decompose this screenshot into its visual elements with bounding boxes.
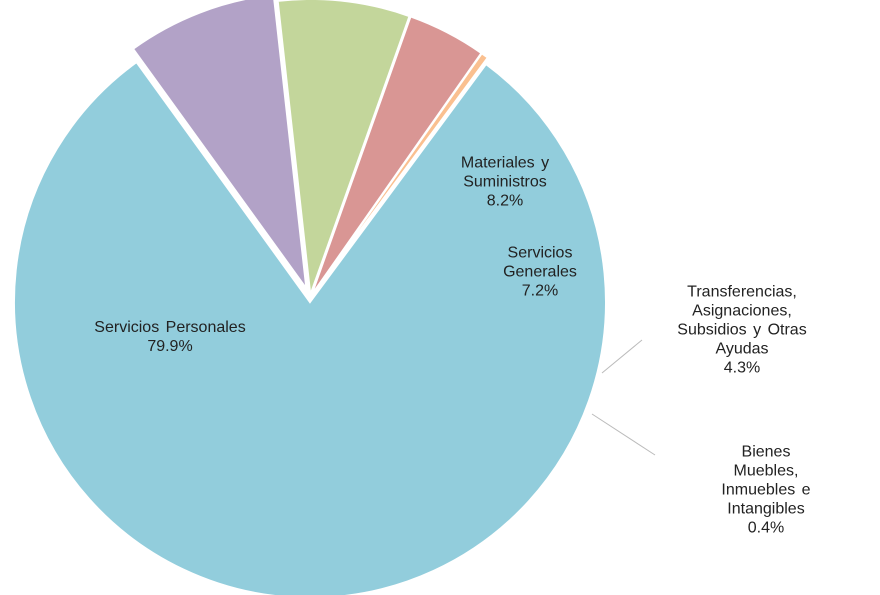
- category-name: Bienes Muebles, Inmuebles e Intangibles: [721, 443, 811, 518]
- slice-label: Servicios Personales 79.9%: [94, 318, 245, 356]
- category-name: Servicios Generales: [503, 244, 577, 281]
- value-label: 79.9%: [147, 338, 193, 355]
- category-name: Transferencias, Asignaciones, Subsidios …: [677, 283, 807, 358]
- value-label: 4.3%: [723, 359, 761, 377]
- value-label: 7.2%: [521, 282, 559, 300]
- category-name: Materiales y Suministros: [460, 154, 550, 191]
- slice-label: Bienes Muebles, Inmuebles e Intangibles 0…: [709, 443, 823, 538]
- leader-line: [601, 339, 643, 374]
- pie-slice: [310, 51, 490, 297]
- pie-slice: [13, 60, 607, 595]
- slice-label: Materiales y Suministros 8.2%: [461, 154, 549, 211]
- category-name: Servicios Personales: [94, 319, 246, 336]
- slice-label: Servicios Generales 7.2%: [503, 244, 577, 301]
- leader-line: [591, 413, 656, 456]
- slice-label: Transferencias, Asignaciones, Subsidios …: [677, 283, 806, 378]
- value-label: 0.4%: [747, 519, 785, 537]
- pie-slice: [276, 0, 411, 296]
- pie-slice: [131, 0, 308, 293]
- value-label: 8.2%: [486, 192, 524, 210]
